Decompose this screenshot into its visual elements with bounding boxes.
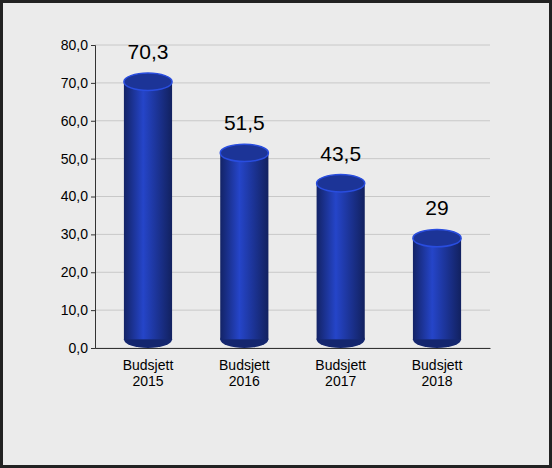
bar bbox=[317, 183, 365, 339]
y-tick: 70,0 bbox=[61, 75, 95, 91]
y-tick-label: 30,0 bbox=[61, 226, 88, 242]
y-axis: 0,0 10,0 20,0 30,0 40,0 50,0 60,0 70,0 80,0 bbox=[61, 37, 96, 356]
bar-top bbox=[317, 175, 365, 192]
y-tick-label: 40,0 bbox=[61, 188, 88, 204]
y-tick-mark bbox=[91, 234, 95, 235]
data-labels: 70,3 51,5 43,5 29 bbox=[128, 40, 449, 219]
x-tick-label-line: Budsjett bbox=[123, 357, 174, 373]
chart: 0,0 10,0 20,0 30,0 40,0 50,0 60,0 70,0 80,0 Budsj… bbox=[0, 0, 552, 468]
x-tick-label-line: 2018 bbox=[421, 373, 452, 389]
x-tick-label-line: Budsjett bbox=[412, 357, 463, 373]
y-tick-mark bbox=[91, 348, 95, 349]
background bbox=[2, 2, 551, 467]
y-tick-mark bbox=[91, 272, 95, 273]
y-tick: 60,0 bbox=[61, 113, 95, 129]
y-tick: 50,0 bbox=[61, 151, 95, 167]
data-label: 43,5 bbox=[320, 142, 361, 165]
y-tick-label: 20,0 bbox=[61, 264, 88, 280]
y-tick-label: 50,0 bbox=[61, 151, 88, 167]
bar-top bbox=[413, 229, 461, 246]
x-tick-label-line: 2017 bbox=[325, 373, 356, 389]
y-tick-mark bbox=[91, 159, 95, 160]
y-tick: 30,0 bbox=[61, 226, 95, 242]
x-tick-label-line: Budsjett bbox=[315, 357, 366, 373]
plot: 0,0 10,0 20,0 30,0 40,0 50,0 60,0 70,0 80,0 Budsj… bbox=[61, 37, 491, 389]
x-tick-label-line: Budsjett bbox=[219, 357, 270, 373]
y-tick-label: 60,0 bbox=[61, 113, 88, 129]
bar bbox=[220, 153, 268, 339]
y-tick: 20,0 bbox=[61, 264, 95, 280]
bars bbox=[124, 73, 461, 348]
y-tick-mark bbox=[91, 121, 95, 122]
bar-top bbox=[220, 144, 268, 161]
data-label: 70,3 bbox=[128, 40, 169, 63]
y-tick-label: 80,0 bbox=[61, 37, 88, 53]
x-tick: Budsjett2017 bbox=[315, 348, 366, 389]
grid bbox=[95, 45, 490, 348]
y-tick-mark bbox=[91, 197, 95, 198]
y-tick-label: 10,0 bbox=[61, 302, 88, 318]
bar bbox=[413, 238, 461, 339]
y-tick: 10,0 bbox=[61, 302, 95, 318]
y-axis-line bbox=[91, 46, 96, 349]
y-tick-mark bbox=[91, 45, 95, 46]
y-tick: 0,0 bbox=[69, 340, 95, 356]
x-tick: Budsjett2018 bbox=[412, 348, 463, 389]
y-tick: 80,0 bbox=[61, 37, 95, 53]
data-label: 29 bbox=[425, 196, 448, 219]
x-axis: Budsjett2015Budsjett2016Budsjett2017Buds… bbox=[96, 348, 491, 389]
y-tick-label: 70,0 bbox=[61, 75, 88, 91]
y-tick-label: 0,0 bbox=[69, 340, 89, 356]
x-tick-label: Budsjett2016 bbox=[219, 357, 270, 389]
x-tick: Budsjett2016 bbox=[219, 348, 270, 389]
x-tick: Budsjett2015 bbox=[123, 348, 174, 389]
y-tick-mark bbox=[91, 83, 95, 84]
x-tick-label-line: 2016 bbox=[229, 373, 260, 389]
bar-top bbox=[124, 73, 172, 90]
data-label: 51,5 bbox=[224, 111, 265, 134]
x-tick-label: Budsjett2018 bbox=[412, 357, 463, 389]
bar bbox=[124, 82, 172, 340]
x-tick-label: Budsjett2017 bbox=[315, 357, 366, 389]
x-tick-label-line: 2015 bbox=[132, 373, 163, 389]
x-tick-label: Budsjett2015 bbox=[123, 357, 174, 389]
y-tick: 40,0 bbox=[61, 188, 95, 204]
x-axis-line bbox=[96, 348, 491, 349]
y-tick-mark bbox=[91, 310, 95, 311]
